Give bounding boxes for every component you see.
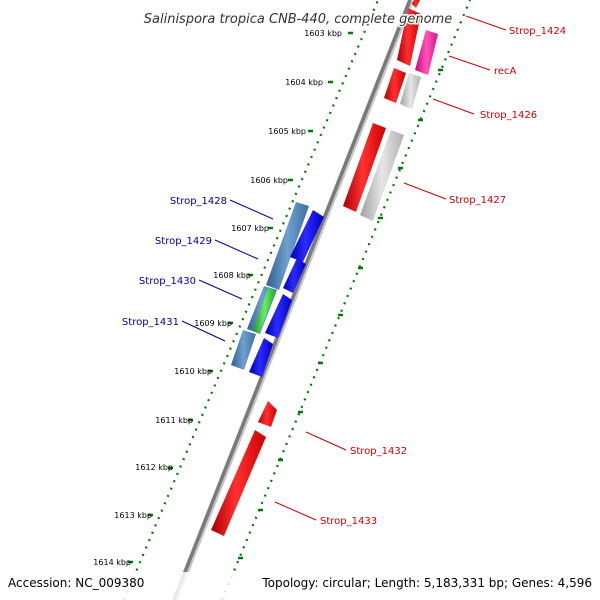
gene-label-strop-1429[interactable]: Strop_1429 (155, 236, 212, 247)
gene-strop-1427-red[interactable] (343, 123, 386, 212)
gene-strop-1425-red[interactable] (384, 68, 406, 103)
gene-strop-1429[interactable] (283, 258, 306, 293)
gene-reca[interactable] (415, 30, 438, 75)
footer-backdrop (0, 572, 600, 600)
gene-label-strop-1431[interactable]: Strop_1431 (122, 317, 179, 328)
gene-label-strop-1433[interactable]: Strop_1433 (320, 516, 377, 527)
gene-label-strop-1428[interactable]: Strop_1428 (170, 196, 227, 207)
accession-text: Accession: NC_009380 (8, 576, 144, 590)
map-title: Salinispora tropica CNB-440, complete ge… (144, 12, 452, 27)
ruler-label: 1606 kbp (250, 176, 288, 185)
gene-strop-1424-top[interactable] (412, 0, 420, 8)
gene-strop-1430-green[interactable] (253, 288, 276, 333)
ruler-ticks-left (128, 31, 353, 564)
ruler-label: 1605 kbp (268, 127, 306, 136)
gene-strop-1430-blue[interactable] (265, 294, 292, 338)
ruler-ticks-right (238, 68, 443, 560)
ruler-label: 1610 kbp (174, 367, 212, 376)
gene-strop-1427[interactable] (360, 130, 404, 221)
topology-text: Topology: circular; Length: 5,183,331 bp… (261, 576, 592, 590)
gene-label-strop-1432[interactable]: Strop_1432 (350, 446, 407, 457)
gene-label-strop-1424[interactable]: Strop_1424 (509, 26, 566, 37)
gene-strop-1432[interactable] (258, 401, 277, 427)
ruler-labels: 1603 kbp 1604 kbp 1605 kbp 1606 kbp 1607… (93, 29, 342, 567)
ruler-label: 1612 kbp (135, 463, 173, 472)
ruler-label: 1604 kbp (285, 78, 323, 87)
gene-strop-1428-blue[interactable] (290, 210, 324, 262)
gene-strop-1426[interactable] (400, 73, 421, 109)
ruler-label: 1603 kbp (304, 29, 342, 38)
ruler-label: 1608 kbp (213, 271, 251, 280)
gene-strop-1424[interactable] (397, 8, 421, 66)
ruler-label: 1607 kbp (231, 224, 269, 233)
gene-label-strop-1426[interactable]: Strop_1426 (480, 110, 537, 121)
leader-lines-left (181, 199, 274, 342)
leader-lines-right (274, 15, 507, 521)
gene-strop-1431[interactable] (231, 330, 256, 370)
gene-label-strop-1427[interactable]: Strop_1427 (449, 195, 506, 206)
gene-strop-1428[interactable] (266, 202, 309, 290)
gene-strop-1433[interactable] (211, 430, 266, 536)
gene-strop-1431-blue[interactable] (249, 338, 273, 377)
gene-label-strop-1430[interactable]: Strop_1430 (139, 276, 196, 287)
ruler-label: 1613 kbp (114, 511, 152, 520)
ruler-track-left (122, 0, 380, 600)
ruler-label: 1609 kbp (194, 319, 232, 328)
ruler-label: 1611 kbp (155, 416, 193, 425)
gene-label-reca[interactable]: recA (494, 66, 517, 77)
ruler-label: 1614 kbp (93, 558, 131, 567)
